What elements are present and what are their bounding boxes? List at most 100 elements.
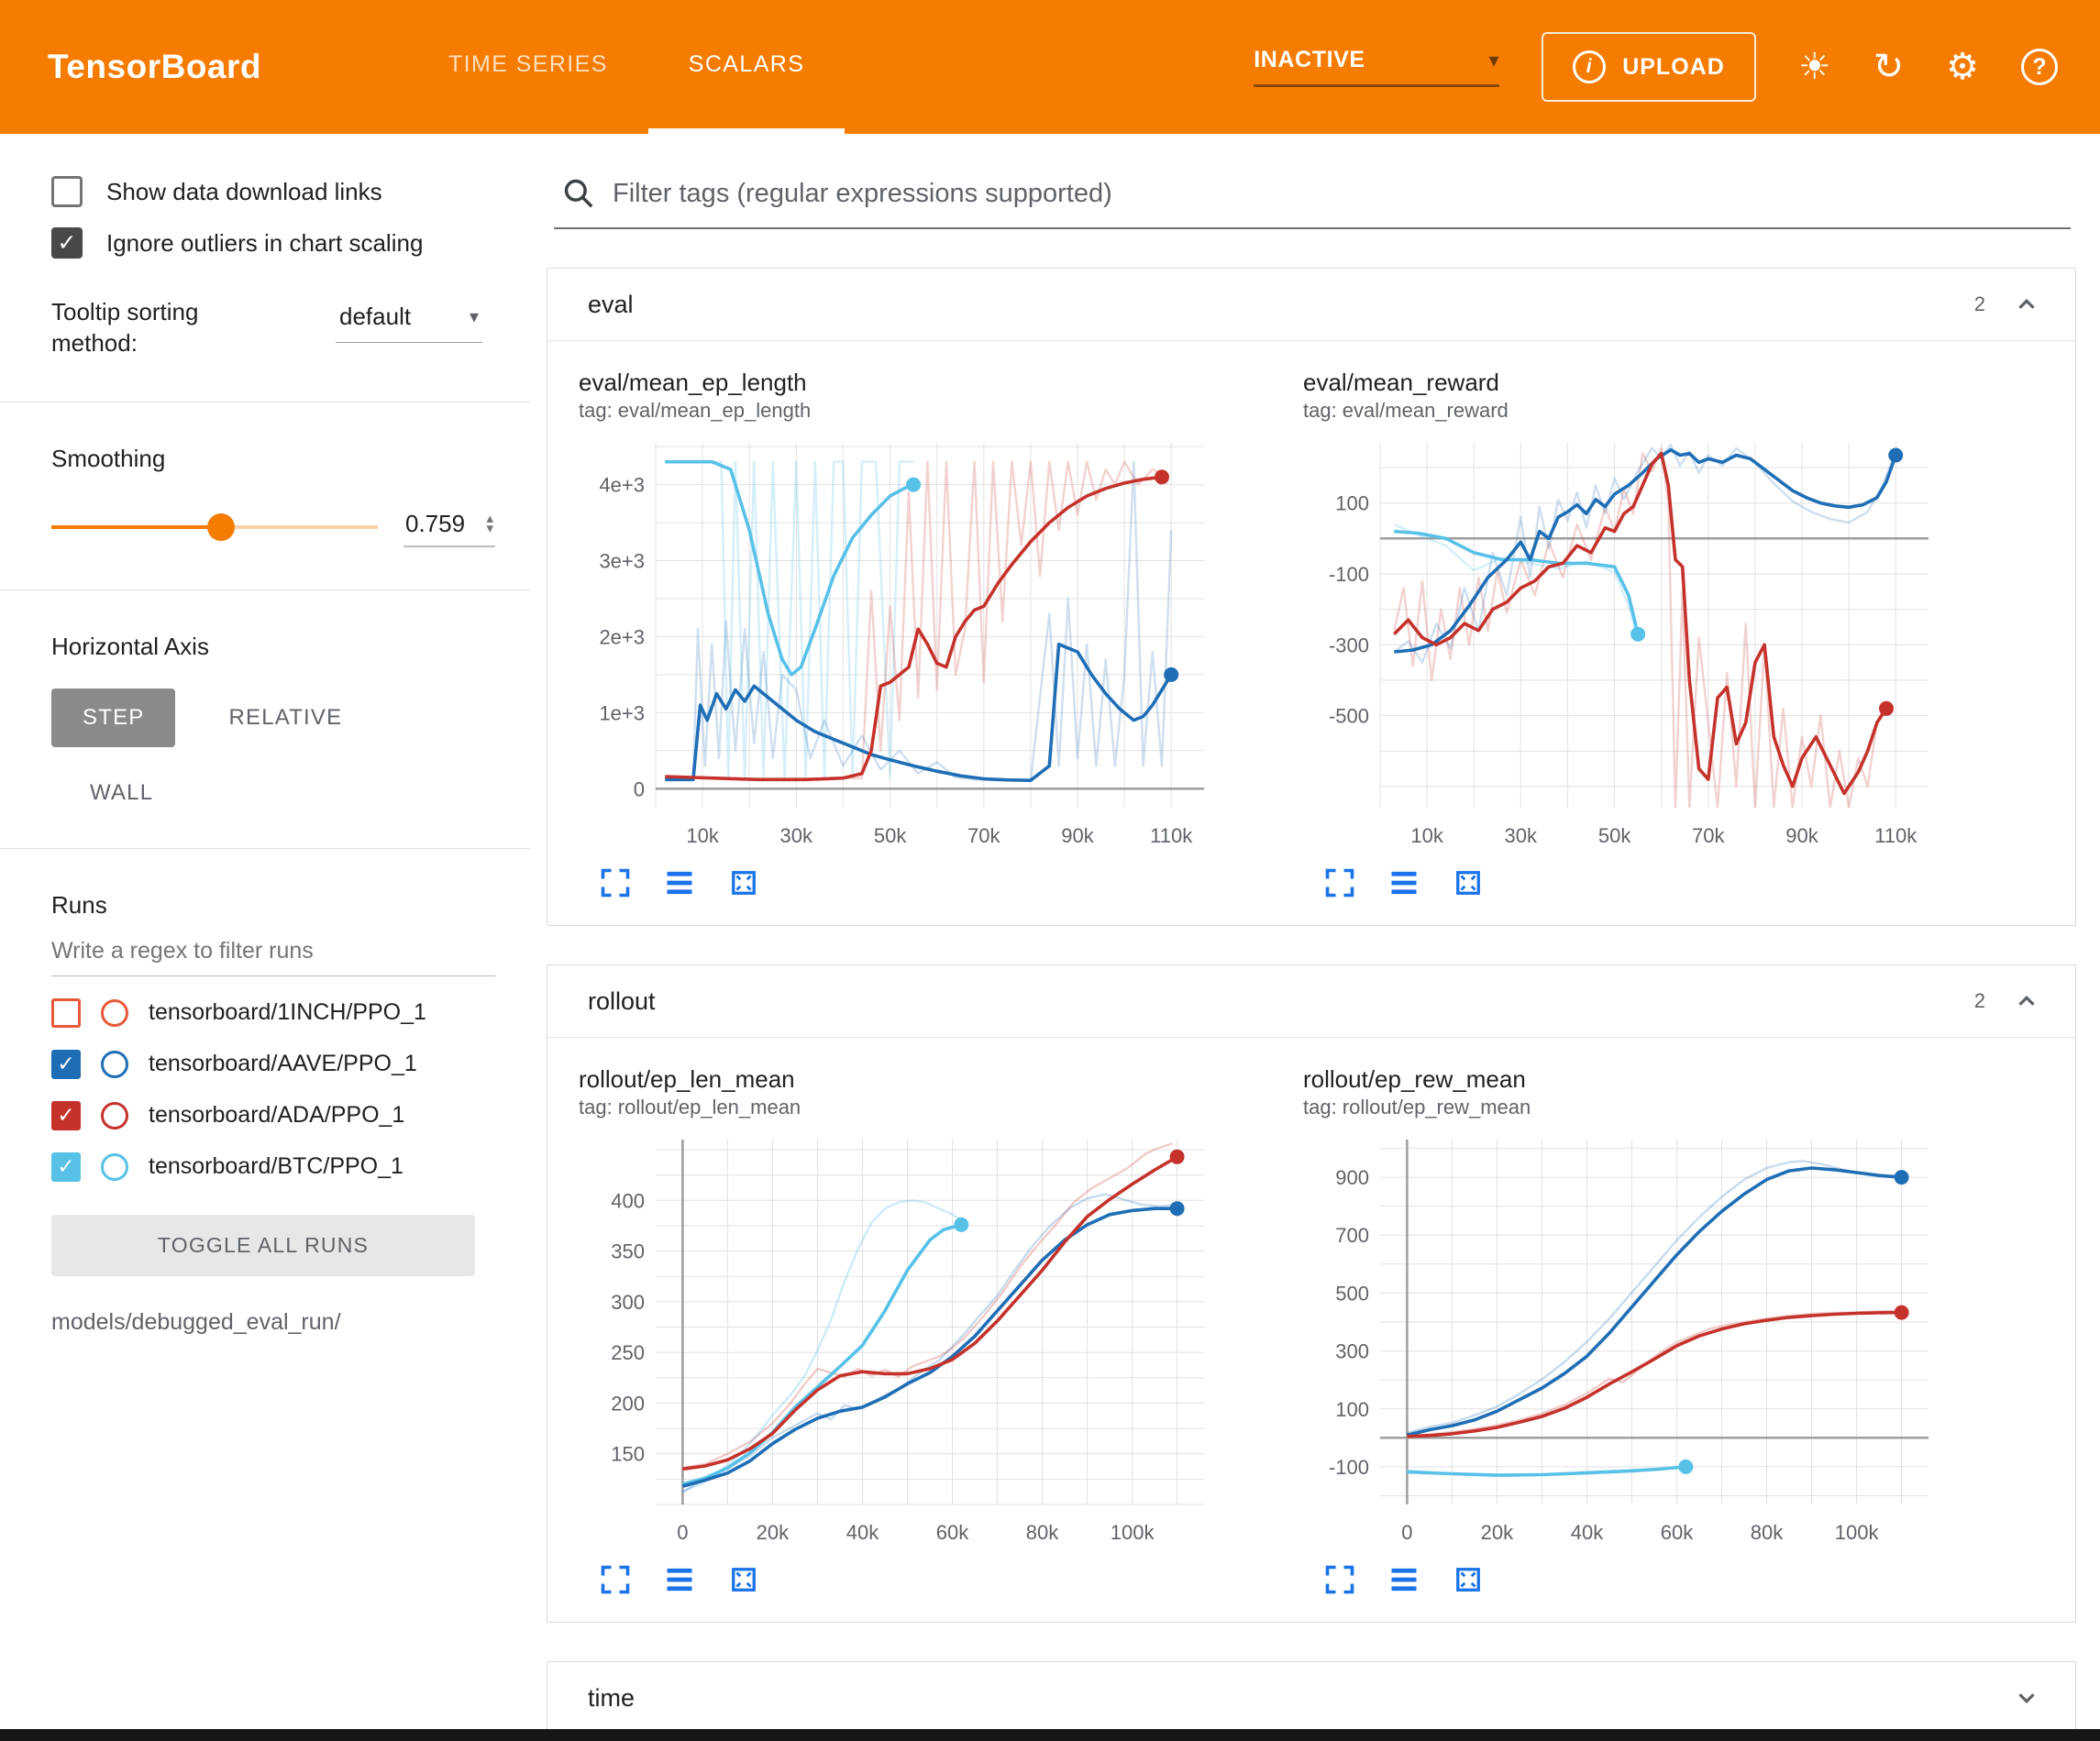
section-title: rollout: [588, 987, 656, 1016]
fullscreen-icon[interactable]: [599, 1563, 632, 1596]
horizontal-axis-buttons: STEP RELATIVE: [51, 689, 495, 747]
run-isolate-radio[interactable]: [101, 999, 128, 1027]
app-header: TensorBoard TIME SERIES SCALARS INACTIVE…: [0, 0, 2100, 134]
smoothing-label: Smoothing: [51, 445, 495, 473]
slider-fill: [51, 525, 221, 529]
svg-text:500: 500: [1335, 1282, 1369, 1305]
tab-time-series[interactable]: TIME SERIES: [408, 0, 648, 134]
brightness-icon[interactable]: ☀: [1798, 49, 1831, 85]
section-header-eval[interactable]: eval 2: [547, 269, 2075, 340]
stepper-icons[interactable]: ▴ ▾: [486, 513, 493, 534]
app-title: TensorBoard: [48, 48, 261, 86]
svg-text:900: 900: [1335, 1166, 1369, 1189]
smoothing-slider[interactable]: [51, 513, 378, 541]
line-chart[interactable]: 020k40k60k80k100k-100100300500700900: [1299, 1125, 1941, 1556]
chevron-down-icon: ▾: [470, 305, 479, 328]
fit-domain-icon[interactable]: [727, 866, 760, 899]
tooltip-sorting-control: Tooltip sorting method: default ▾: [51, 297, 495, 359]
divider: [0, 848, 530, 849]
fullscreen-icon[interactable]: [1323, 866, 1356, 899]
run-checkbox[interactable]: [51, 998, 81, 1028]
run-name: tensorboard/AAVE/PPO_1: [149, 1051, 417, 1077]
section-header-time[interactable]: time: [547, 1662, 2075, 1729]
show-download-links-row[interactable]: Show data download links: [51, 176, 495, 207]
run-item[interactable]: ✓ tensorboard/AAVE/PPO_1: [51, 1039, 495, 1090]
svg-text:40k: 40k: [1571, 1521, 1604, 1544]
chevron-down-icon[interactable]: [2013, 1684, 2040, 1712]
smoothing-value: 0.759: [405, 510, 465, 538]
data-table-icon[interactable]: [1387, 866, 1420, 899]
data-table-icon[interactable]: [1387, 1563, 1420, 1596]
wall-button[interactable]: WALL: [90, 780, 153, 806]
tag-filter: [554, 169, 2071, 229]
upload-button[interactable]: i UPLOAD: [1542, 32, 1756, 102]
svg-text:110k: 110k: [1874, 824, 1918, 847]
line-chart[interactable]: 020k40k60k80k100k150200250300350400: [575, 1125, 1217, 1556]
chart-tag: tag: rollout/ep_rew_mean: [1303, 1096, 1984, 1119]
refresh-icon[interactable]: ↻: [1873, 49, 1905, 85]
chart-eval-mean-reward: eval/mean_reward tag: eval/mean_reward 1…: [1299, 367, 1984, 899]
checkbox-icon[interactable]: [51, 176, 83, 207]
ignore-outliers-row[interactable]: ✓ Ignore outliers in chart scaling: [51, 227, 495, 259]
fullscreen-icon[interactable]: [599, 866, 632, 899]
run-item[interactable]: tensorboard/1INCH/PPO_1: [51, 987, 495, 1039]
slider-thumb[interactable]: [207, 513, 235, 541]
svg-text:30k: 30k: [1505, 824, 1538, 847]
svg-text:0: 0: [677, 1521, 688, 1544]
chevron-up-icon[interactable]: [2013, 291, 2040, 318]
svg-text:10k: 10k: [1410, 824, 1443, 847]
svg-text:10k: 10k: [686, 824, 719, 847]
run-item[interactable]: ✓ tensorboard/BTC/PPO_1: [51, 1141, 495, 1193]
section-header-rollout[interactable]: rollout 2: [547, 965, 2075, 1037]
svg-text:700: 700: [1335, 1224, 1369, 1247]
fit-domain-icon[interactable]: [1452, 866, 1485, 899]
tensorboard-app: TensorBoard TIME SERIES SCALARS INACTIVE…: [0, 0, 2100, 1741]
section-time: time: [547, 1661, 2076, 1729]
chart-actions: [1323, 866, 1984, 899]
tab-scalars[interactable]: SCALARS: [648, 0, 846, 134]
tooltip-sorting-dropdown[interactable]: default ▾: [336, 301, 482, 343]
line-chart[interactable]: 10k30k50k70k90k110k100-100-300-500: [1299, 428, 1941, 859]
svg-text:300: 300: [611, 1291, 645, 1314]
svg-text:0: 0: [634, 777, 645, 800]
stepper-down-icon[interactable]: ▾: [486, 523, 493, 534]
toggle-all-runs-button[interactable]: TOGGLE ALL RUNS: [51, 1215, 475, 1276]
chart-actions: [599, 866, 1259, 899]
fit-domain-icon[interactable]: [727, 1563, 760, 1596]
run-isolate-radio[interactable]: [101, 1102, 128, 1129]
fullscreen-icon[interactable]: [1323, 1563, 1356, 1596]
run-isolate-radio[interactable]: [101, 1051, 128, 1078]
smoothing-value-input[interactable]: 0.759 ▴ ▾: [403, 508, 495, 547]
checkbox-icon[interactable]: ✓: [51, 227, 83, 259]
chart-rollout-ep-len-mean: rollout/ep_len_mean tag: rollout/ep_len_…: [575, 1063, 1259, 1596]
section-count: 2: [1974, 989, 1985, 1013]
fit-domain-icon[interactable]: [1452, 1563, 1485, 1596]
settings-gear-icon[interactable]: ⚙: [1946, 49, 1979, 85]
help-icon[interactable]: ?: [2021, 49, 2058, 85]
svg-text:400: 400: [611, 1189, 645, 1212]
svg-text:100: 100: [1335, 1398, 1369, 1421]
svg-text:110k: 110k: [1150, 824, 1193, 847]
settings-sidebar: Show data download links ✓ Ignore outlie…: [0, 134, 530, 1729]
runs-filter-input[interactable]: [51, 920, 495, 976]
relative-button[interactable]: RELATIVE: [228, 705, 342, 731]
data-table-icon[interactable]: [663, 866, 696, 899]
svg-text:0: 0: [1401, 1521, 1412, 1544]
tag-filter-input[interactable]: [613, 179, 2063, 209]
run-checkbox[interactable]: ✓: [51, 1101, 81, 1130]
window-bottom-edge: [0, 1729, 2100, 1741]
checkbox-label: Ignore outliers in chart scaling: [106, 229, 423, 258]
svg-text:200: 200: [611, 1392, 645, 1415]
chevron-up-icon[interactable]: [2013, 987, 2040, 1015]
main-panel: eval 2 eval/mean_ep_length tag: eval/mea…: [530, 134, 2100, 1729]
run-checkbox[interactable]: ✓: [51, 1050, 81, 1079]
step-button[interactable]: STEP: [51, 689, 175, 747]
svg-text:1e+3: 1e+3: [599, 701, 645, 724]
svg-text:-500: -500: [1329, 705, 1369, 728]
data-table-icon[interactable]: [663, 1563, 696, 1596]
status-dropdown[interactable]: INACTIVE ▾: [1254, 47, 1499, 87]
run-checkbox[interactable]: ✓: [51, 1152, 81, 1182]
line-chart[interactable]: 10k30k50k70k90k110k01e+32e+33e+34e+3: [575, 428, 1217, 859]
run-item[interactable]: ✓ tensorboard/ADA/PPO_1: [51, 1090, 495, 1141]
run-isolate-radio[interactable]: [101, 1153, 128, 1181]
